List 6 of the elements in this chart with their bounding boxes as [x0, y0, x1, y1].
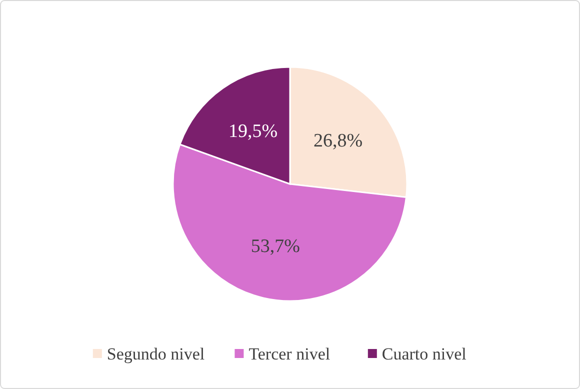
- data-label: 26,8%: [313, 130, 363, 152]
- legend-label: Segundo nivel: [106, 344, 205, 364]
- legend-label: Tercer nivel: [248, 344, 330, 364]
- data-label: 53,7%: [250, 236, 300, 258]
- legend-label: Cuarto nivel: [382, 344, 467, 364]
- data-label: 19,5%: [228, 120, 278, 142]
